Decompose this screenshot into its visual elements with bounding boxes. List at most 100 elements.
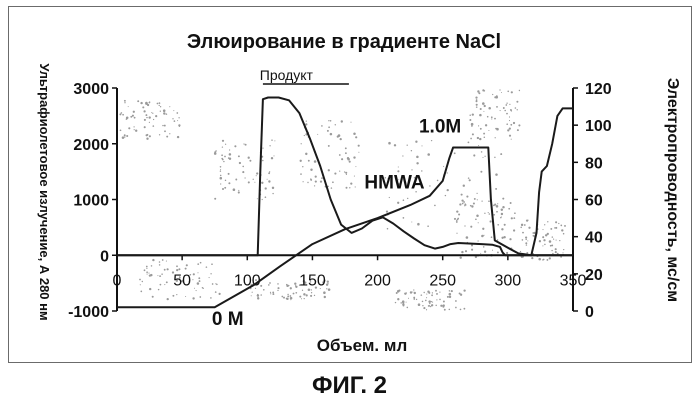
noise-dot [219, 174, 222, 177]
noise-dot [228, 149, 231, 151]
noise-dot [543, 239, 546, 242]
noise-dot [508, 120, 511, 122]
noise-dot [242, 165, 244, 168]
noise-dot [244, 177, 246, 179]
noise-dot [506, 123, 509, 125]
noise-dot [448, 290, 451, 292]
noise-dot [443, 308, 446, 311]
noise-dot [518, 89, 521, 92]
noise-dot [172, 294, 175, 297]
noise-dot [165, 113, 168, 115]
noise-dot [561, 229, 564, 232]
noise-dot [242, 171, 245, 174]
noise-dot [133, 129, 135, 131]
noise-dot [158, 261, 161, 263]
noise-dot [142, 106, 145, 109]
noise-dot [402, 155, 404, 157]
noise-dot [560, 224, 563, 227]
noise-dot [442, 305, 445, 308]
noise-dot [488, 129, 490, 132]
noise-dot [486, 115, 489, 118]
noise-dot [341, 158, 344, 161]
noise-dot [450, 290, 453, 293]
noise-dot [474, 255, 478, 259]
right-y-tick-label: 20 [585, 267, 603, 284]
noise-dot [459, 256, 462, 259]
noise-dot [330, 187, 333, 189]
noise-dot [510, 138, 512, 140]
noise-dot [121, 136, 125, 139]
right-y-axis-title: Электропроводность, мс/см [664, 78, 681, 302]
noise-dot [453, 217, 457, 220]
noise-dot [161, 273, 163, 275]
noise-dot [499, 110, 501, 112]
noise-dot [307, 159, 310, 162]
noise-dot [326, 288, 328, 290]
noise-dot [285, 297, 288, 300]
noise-dot [468, 179, 471, 182]
noise-dot [510, 91, 513, 94]
noise-dot [124, 102, 126, 104]
annotation-label: HMWA [364, 172, 424, 193]
noise-dot [224, 155, 226, 158]
noise-dot [251, 291, 253, 293]
noise-dot [402, 217, 405, 219]
noise-dot [491, 249, 494, 251]
x-tick-label: 150 [299, 272, 326, 289]
noise-dot [328, 126, 330, 129]
noise-dot [310, 292, 313, 294]
noise-dot [178, 117, 180, 119]
noise-dot [458, 213, 461, 216]
noise-dot [327, 144, 330, 147]
right-y-tick-label: 100 [585, 118, 612, 135]
noise-dot [219, 170, 222, 172]
noise-dot [143, 269, 146, 272]
noise-dot [461, 250, 464, 254]
noise-dot [555, 221, 558, 224]
noise-dot [464, 225, 466, 227]
noise-dot [249, 159, 252, 162]
noise-dot [488, 200, 490, 203]
noise-dot [475, 218, 477, 221]
noise-dot [193, 287, 196, 289]
noise-dot [500, 153, 503, 156]
noise-dot [339, 170, 341, 172]
noise-dot [502, 107, 505, 109]
noise-dot [123, 134, 126, 137]
noise-dot [133, 126, 135, 128]
noise-dot [409, 291, 413, 294]
noise-dot [173, 110, 175, 112]
noise-dot [221, 139, 225, 142]
noise-dot [522, 231, 524, 234]
noise-dot [483, 110, 485, 112]
noise-dot [313, 160, 317, 163]
noise-dot [496, 251, 499, 254]
noise-dot [555, 226, 558, 229]
noise-dot [326, 129, 329, 132]
noise-dot [492, 93, 494, 96]
noise-dot [388, 141, 391, 145]
noise-dot [471, 248, 474, 251]
noise-dot [343, 171, 346, 173]
noise-dot [152, 112, 154, 114]
noise-dot [287, 295, 290, 298]
noise-dot [500, 212, 504, 216]
noise-dot [127, 106, 129, 108]
noise-dot [295, 291, 298, 294]
noise-dot [510, 217, 513, 220]
noise-dot [198, 277, 201, 280]
noise-dot [448, 292, 452, 296]
noise-dot [189, 274, 192, 276]
noise-dot [146, 267, 148, 270]
x-tick-label: 250 [429, 272, 456, 289]
noise-dot [313, 294, 316, 297]
noise-dot [146, 271, 148, 274]
noise-dot [323, 295, 327, 299]
noise-dot [446, 188, 449, 192]
noise-dot [305, 120, 307, 122]
noise-dot [340, 120, 344, 123]
noise-dot [463, 307, 466, 310]
noise-dot [156, 102, 159, 105]
noise-dot [256, 198, 258, 200]
noise-dot [119, 113, 122, 116]
